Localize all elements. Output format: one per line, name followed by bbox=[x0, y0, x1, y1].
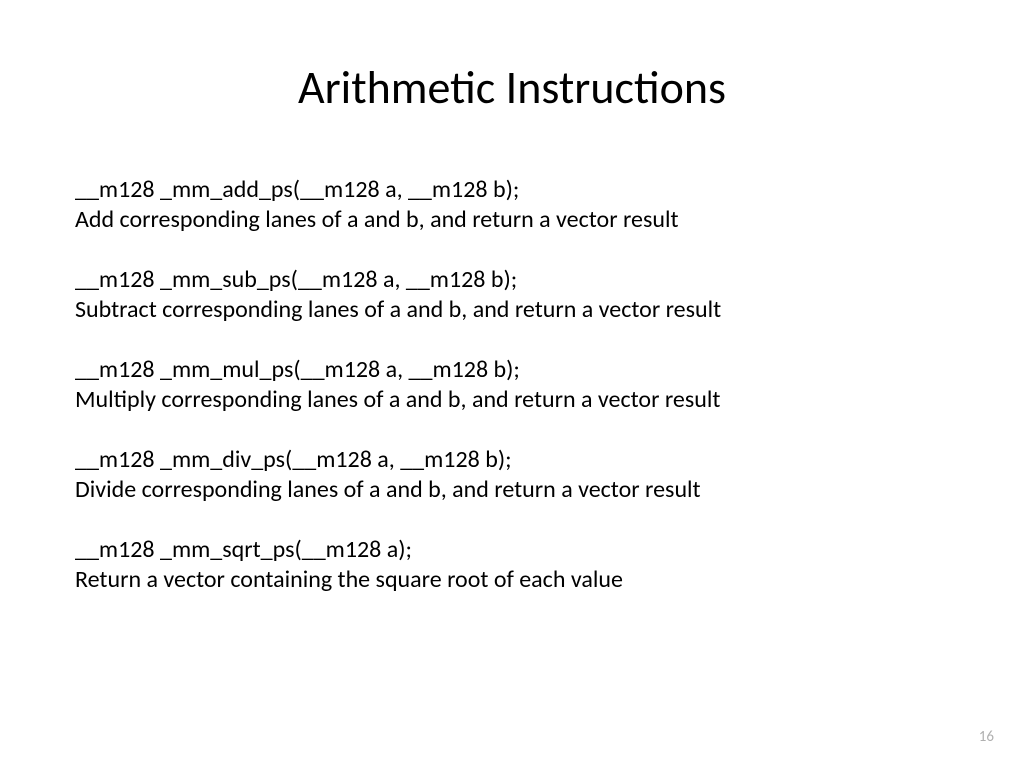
instruction-signature: __m128 _mm_sqrt_ps(__m128 a); bbox=[75, 535, 955, 565]
page-number: 16 bbox=[979, 728, 994, 746]
instruction-description: Add corresponding lanes of a and b, and … bbox=[75, 205, 955, 235]
slide-body: __m128 _mm_add_ps(__m128 a, __m128 b); A… bbox=[75, 175, 955, 625]
instruction-description: Multiply corresponding lanes of a and b,… bbox=[75, 385, 955, 415]
instruction-signature: __m128 _mm_div_ps(__m128 a, __m128 b); bbox=[75, 445, 955, 475]
instruction-signature: __m128 _mm_mul_ps(__m128 a, __m128 b); bbox=[75, 355, 955, 385]
instruction-entry: __m128 _mm_sub_ps(__m128 a, __m128 b); S… bbox=[75, 265, 955, 325]
instruction-entry: __m128 _mm_sqrt_ps(__m128 a); Return a v… bbox=[75, 535, 955, 595]
instruction-description: Subtract corresponding lanes of a and b,… bbox=[75, 295, 955, 325]
instruction-entry: __m128 _mm_div_ps(__m128 a, __m128 b); D… bbox=[75, 445, 955, 505]
slide-title: Arithmetic Instructions bbox=[0, 60, 1024, 116]
instruction-signature: __m128 _mm_sub_ps(__m128 a, __m128 b); bbox=[75, 265, 955, 295]
slide: Arithmetic Instructions __m128 _mm_add_p… bbox=[0, 0, 1024, 768]
instruction-description: Divide corresponding lanes of a and b, a… bbox=[75, 475, 955, 505]
instruction-description: Return a vector containing the square ro… bbox=[75, 565, 955, 595]
instruction-signature: __m128 _mm_add_ps(__m128 a, __m128 b); bbox=[75, 175, 955, 205]
instruction-entry: __m128 _mm_mul_ps(__m128 a, __m128 b); M… bbox=[75, 355, 955, 415]
instruction-entry: __m128 _mm_add_ps(__m128 a, __m128 b); A… bbox=[75, 175, 955, 235]
